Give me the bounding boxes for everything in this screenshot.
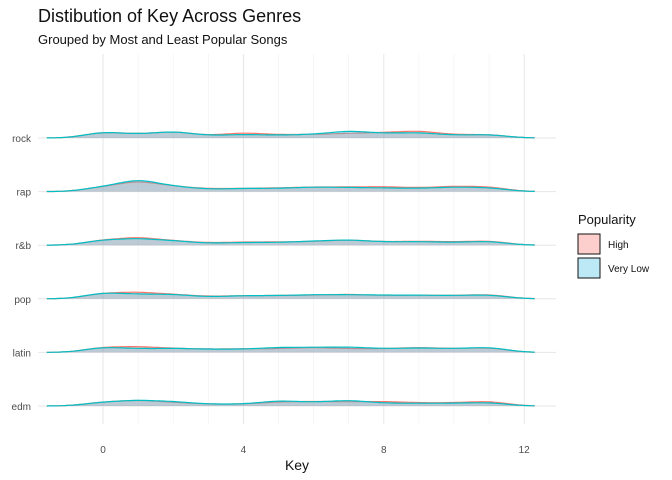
y-tick-labels: edm latin pop r&b rap rock: [12, 134, 32, 413]
x-tick-label: 0: [100, 445, 106, 456]
density-area-high: [46, 237, 535, 246]
ridge-pop: [46, 291, 535, 300]
density-area-high: [46, 182, 535, 192]
x-tick-label: 4: [241, 445, 247, 456]
y-tick-label: latin: [13, 348, 31, 359]
y-tick-label: rap: [17, 188, 32, 199]
legend-title: Popularity: [578, 212, 636, 227]
ridge-edm: [46, 399, 535, 407]
density-line-very-low: [46, 180, 535, 193]
grid: [38, 54, 556, 424]
density-line-very-low: [46, 292, 535, 300]
legend-key-very-low: [577, 257, 601, 279]
density-area-high: [46, 400, 535, 406]
ridge-rnb: [46, 237, 535, 246]
x-tick-label: 8: [381, 445, 387, 456]
ridge-rap: [46, 180, 535, 193]
x-tick-labels: 0 4 8 12: [100, 445, 530, 456]
density-area-very-low: [46, 180, 535, 192]
y-tick-label: edm: [12, 402, 31, 413]
density-line-very-low: [46, 399, 535, 407]
y-tick-label: rock: [12, 134, 32, 145]
x-tick-label: 12: [519, 445, 531, 456]
y-tick-label: pop: [14, 295, 31, 306]
y-tick-label: r&b: [15, 241, 31, 252]
density-line-very-low: [46, 238, 535, 246]
density-line-very-low: [46, 130, 535, 139]
ridge-latin: [46, 346, 535, 353]
density-area-very-low: [46, 293, 535, 299]
chart-subtitle: Grouped by Most and Least Popular Songs: [38, 32, 288, 47]
legend-key-high: [577, 233, 601, 255]
legend-label-high: High: [608, 240, 629, 251]
ridge-rock: [46, 130, 535, 139]
ridges: [46, 130, 535, 407]
legend: Popularity High Very Low: [577, 212, 650, 279]
chart-title: Distibution of Key Across Genres: [38, 6, 301, 26]
density-line-very-low: [46, 346, 535, 353]
x-axis-title: Key: [285, 457, 309, 473]
legend-label-very-low: Very Low: [608, 264, 650, 275]
